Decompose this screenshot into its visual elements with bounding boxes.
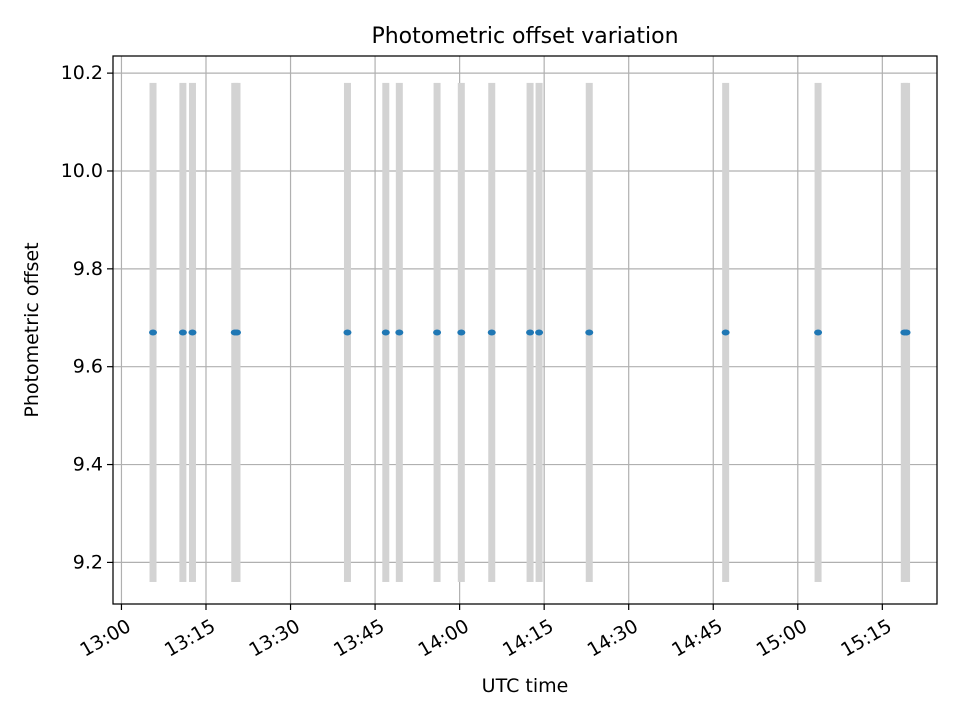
data-point (232, 329, 241, 336)
grid-layer (113, 56, 937, 604)
data-point (433, 329, 442, 336)
y-tick-label: 9.2 (73, 551, 103, 573)
data-point (487, 329, 496, 336)
data-point (814, 329, 823, 336)
y-tick-label: 10.0 (61, 160, 103, 182)
data-point (535, 329, 544, 336)
data-point (188, 329, 197, 336)
data-point (721, 329, 730, 336)
data-point (149, 329, 158, 336)
data-point (395, 329, 404, 336)
data-point (381, 329, 390, 336)
data-point (178, 329, 187, 336)
data-point (902, 329, 911, 336)
data-point (457, 329, 466, 336)
x-axis-label: UTC time (482, 675, 569, 697)
y-axis-label: Photometric offset (21, 242, 43, 417)
y-tick-label: 9.4 (73, 454, 103, 476)
y-tick-label: 10.2 (61, 62, 103, 84)
data-point (343, 329, 352, 336)
data-point (585, 329, 594, 336)
y-tick-label: 9.8 (73, 258, 103, 280)
data-point-layer (149, 329, 911, 336)
data-point (526, 329, 535, 336)
plot-frame (112, 55, 938, 605)
y-tick-label: 9.6 (73, 356, 103, 378)
chart-title: Photometric offset variation (371, 24, 678, 49)
